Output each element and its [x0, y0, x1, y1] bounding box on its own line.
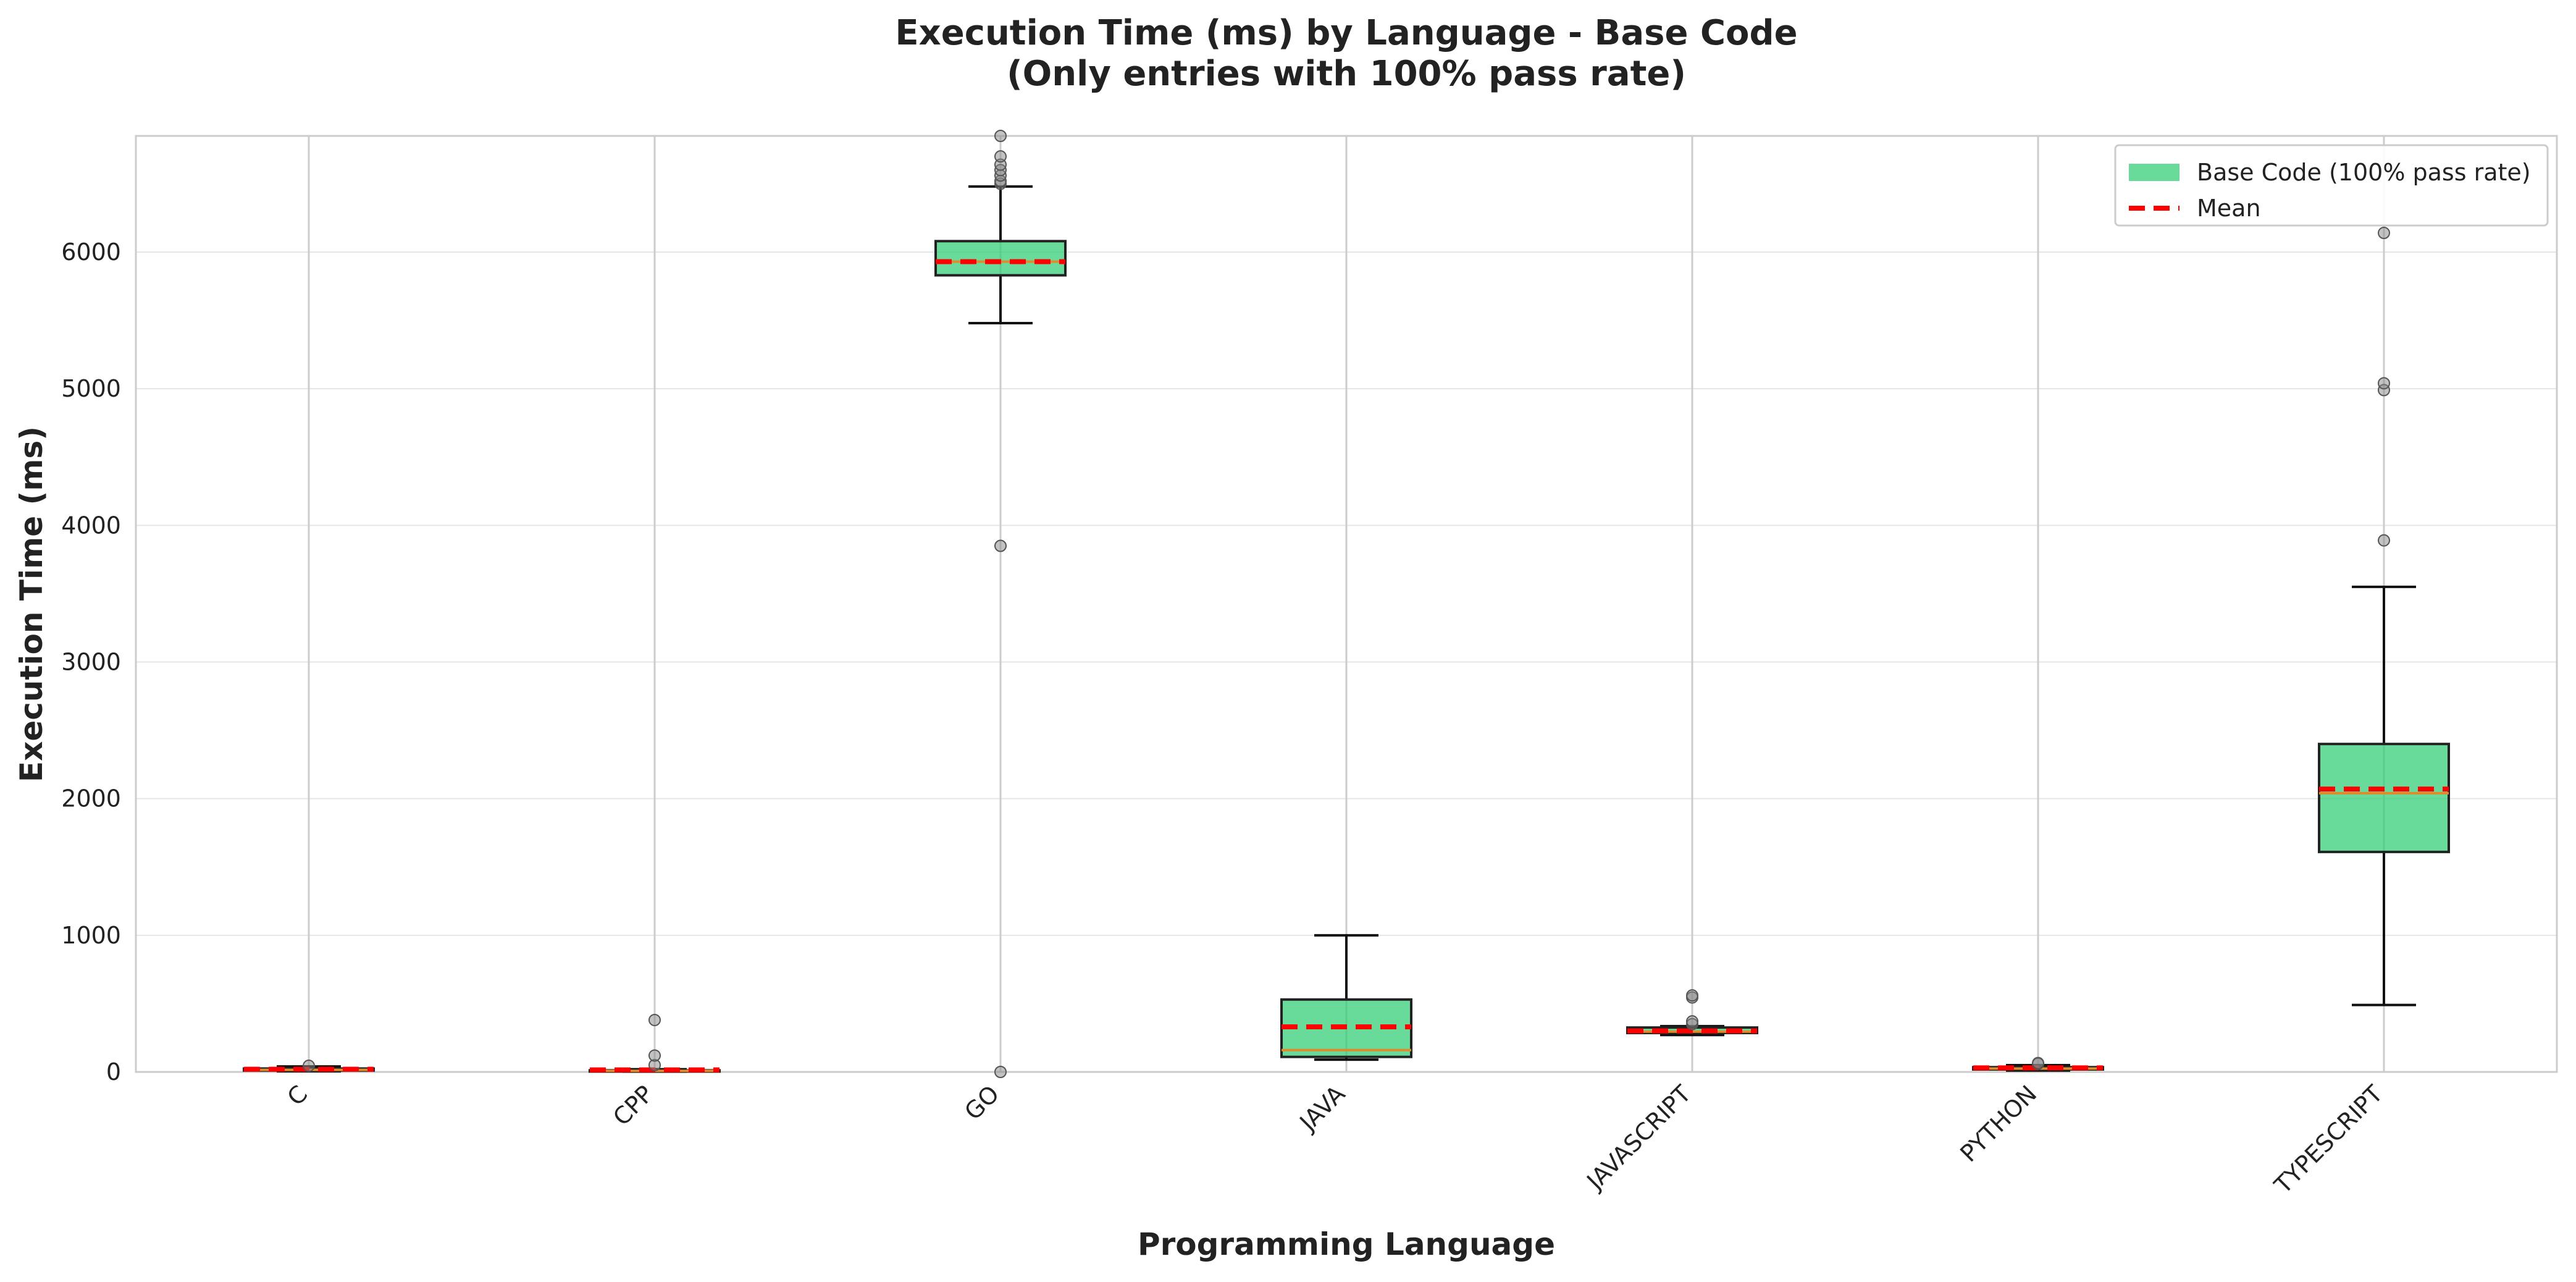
outlier-point [648, 1013, 661, 1026]
plot-frame [135, 135, 2558, 1073]
legend-label: Base Code (100% pass rate) [2197, 159, 2531, 186]
x-axis-label: Programming Language [1138, 1226, 1555, 1262]
outlier-point [1686, 989, 1698, 1002]
x-tick-label: JAVASCRIPT [1581, 1080, 1697, 1196]
outlier-point [994, 1066, 1007, 1078]
chart-title: Execution Time (ms) by Language - Base C… [895, 13, 1797, 53]
y-tick-label: 3000 [61, 648, 121, 675]
y-tick-label: 0 [106, 1058, 121, 1086]
x-tick-label: JAVA [1294, 1080, 1351, 1137]
outlier-point [648, 1049, 661, 1062]
x-tick-label: CPP [608, 1080, 658, 1131]
y-tick-label: 5000 [61, 375, 121, 402]
outlier-point [994, 150, 1007, 163]
x-tick-label: C [282, 1080, 313, 1111]
x-tick-label: GO [959, 1080, 1004, 1125]
outlier-point [303, 1060, 315, 1073]
y-tick-label: 6000 [61, 238, 121, 266]
y-tick-label: 2000 [61, 785, 121, 812]
outlier-point [2378, 377, 2390, 390]
outlier-point [994, 130, 1007, 142]
outlier-point [2032, 1056, 2044, 1069]
chart-subtitle: (Only entries with 100% pass rate) [1007, 54, 1686, 94]
y-tick-label: 4000 [61, 512, 121, 539]
outlier-point [1686, 1015, 1698, 1028]
outlier-point [994, 539, 1007, 552]
legend-label: Mean [2197, 195, 2261, 222]
legend-swatch-box [2129, 164, 2180, 181]
x-tick-label: PYTHON [1955, 1080, 2042, 1167]
y-axis-label: Execution Time (ms) [14, 426, 49, 782]
outlier-point [2378, 227, 2390, 240]
box-iqr [2318, 743, 2450, 853]
box-iqr [934, 240, 1067, 277]
x-tick-label: TYPESCRIPT [2269, 1080, 2388, 1199]
plot-area: 0 1000 2000 3000 4000 5000 6000 C CPP GO JAVA JAVAS… [61, 130, 2558, 1199]
outlier-point [2378, 534, 2390, 547]
y-tick-label: 1000 [61, 922, 121, 949]
legend-box [2114, 144, 2549, 227]
